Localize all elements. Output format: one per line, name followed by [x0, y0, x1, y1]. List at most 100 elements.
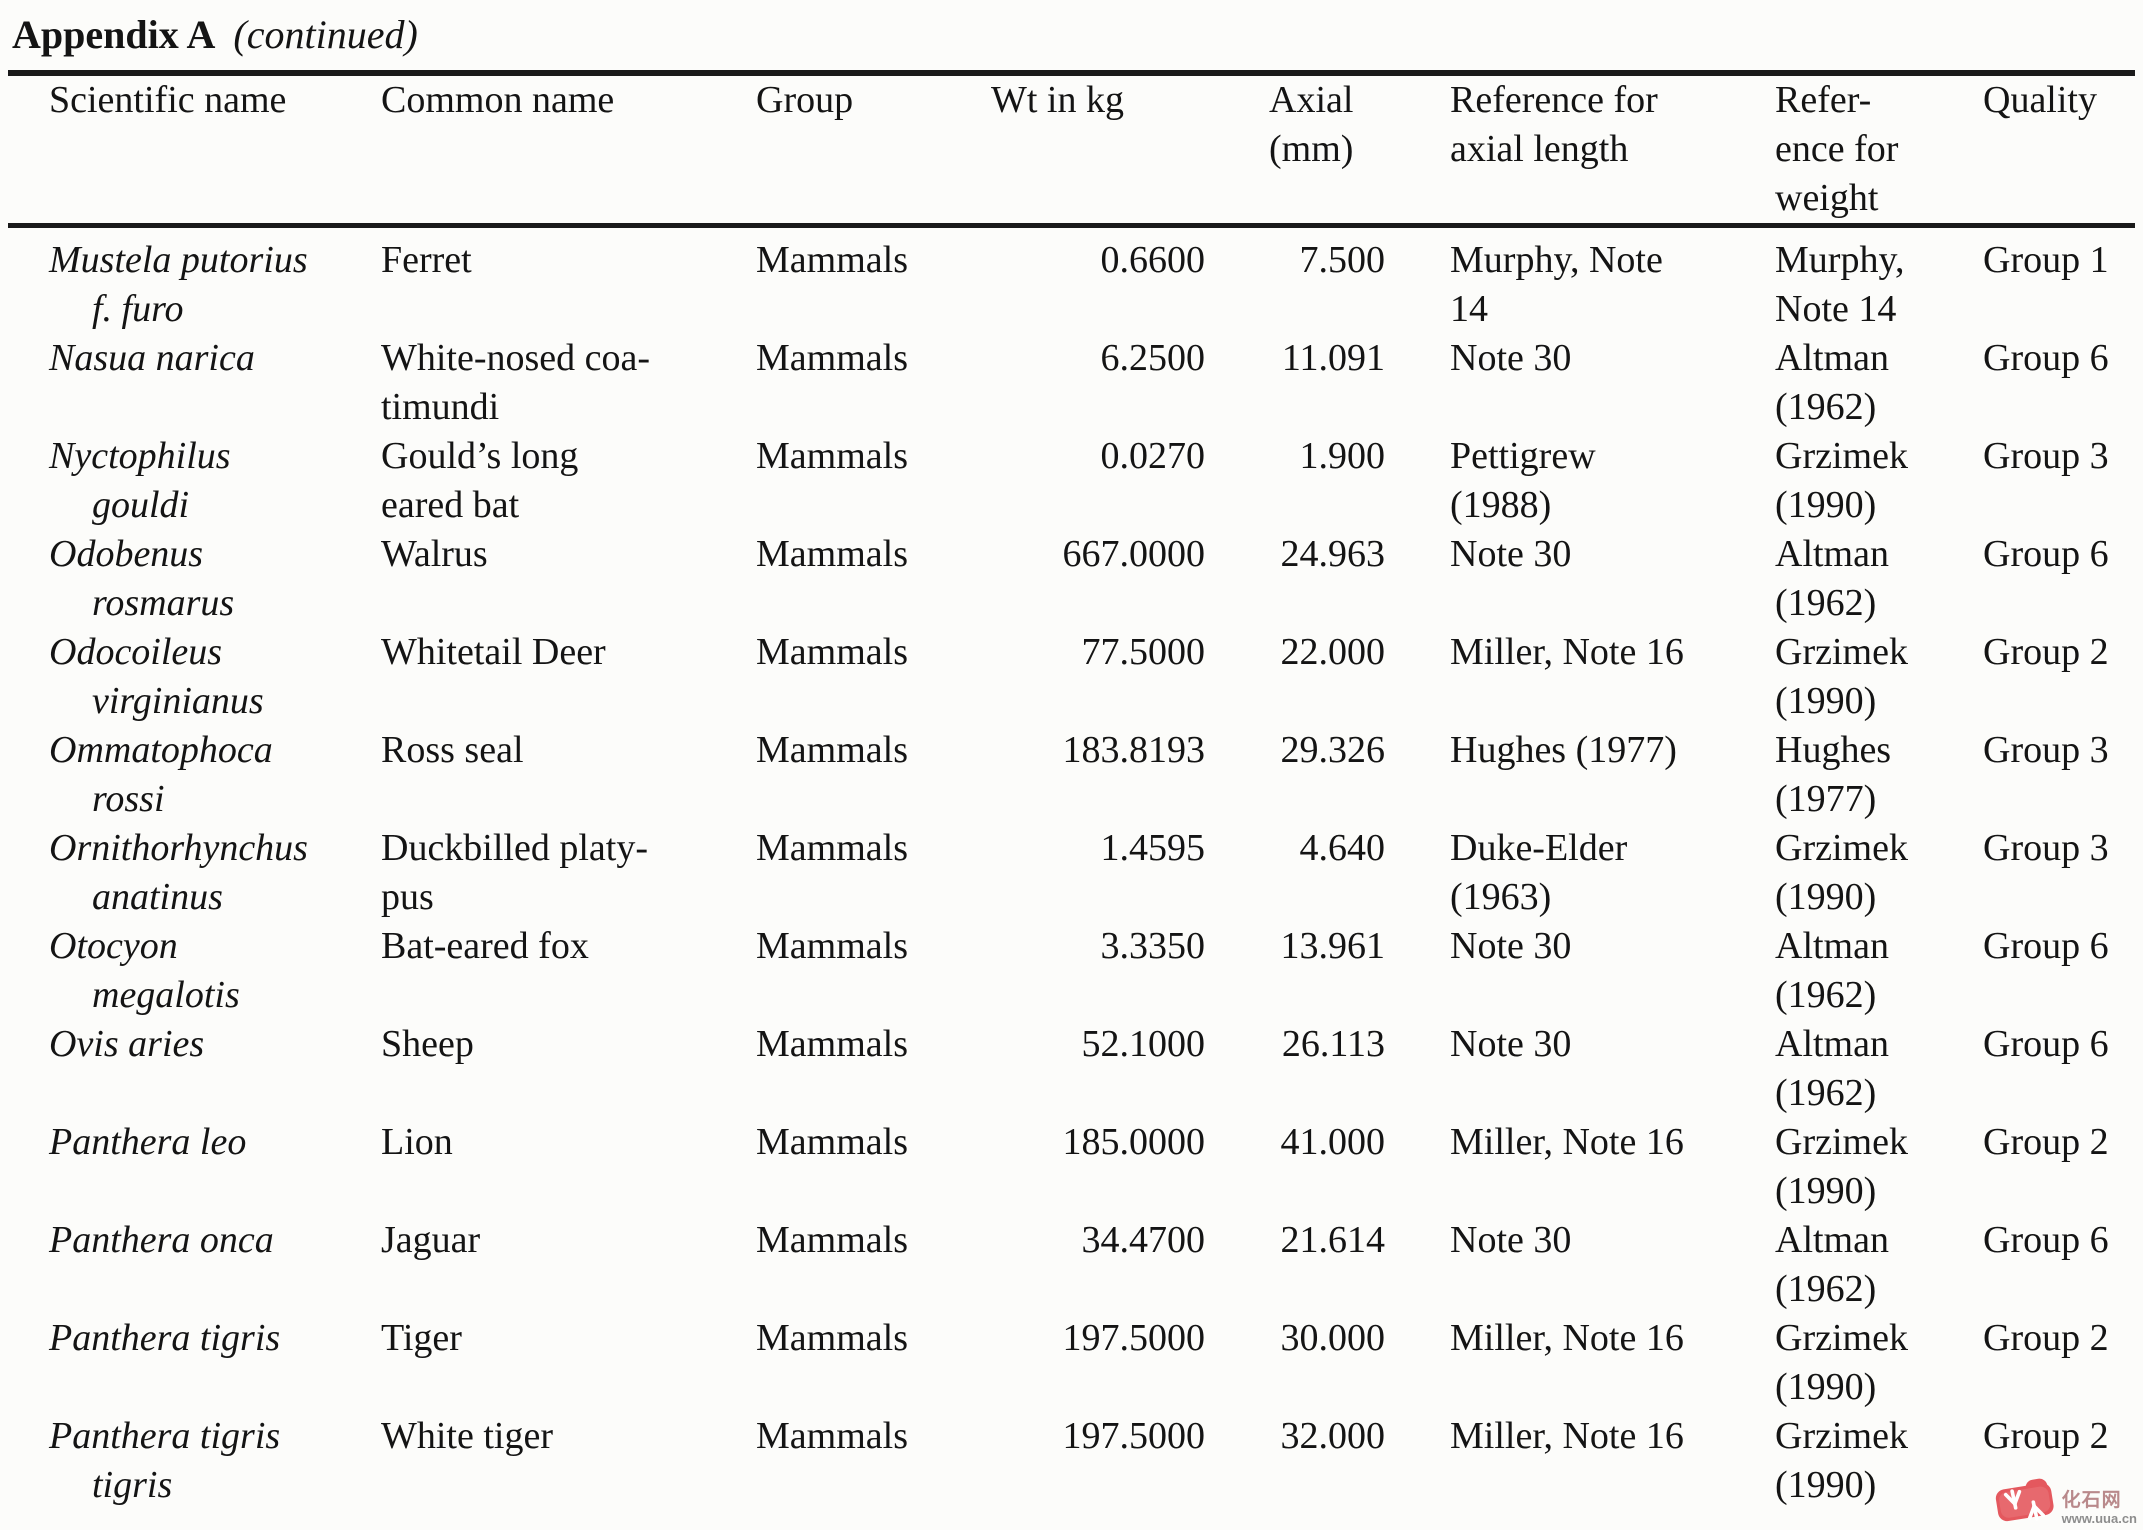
cell-group: Mammals: [756, 729, 908, 771]
cell-quality: Group 3: [1983, 827, 2109, 869]
cell-wt: 197.5000: [1062, 1415, 1206, 1457]
cell-wt: 667.0000: [1062, 533, 1206, 575]
table-row: Nyctophilus gouldi Gould’s long eared bat…: [8, 432, 2135, 530]
cell-axial: 24.963: [1280, 533, 1386, 575]
table-row: Ovis aries Sheep Mammals 52.1000 26.113 Note …: [8, 1020, 2135, 1118]
cell-wt: 185.0000: [1062, 1121, 1206, 1163]
cell-quality: Group 6: [1983, 337, 2109, 379]
cell-ref-weight: Grzimek (1990): [1775, 1121, 1908, 1212]
cell-wt: 77.5000: [1081, 631, 1206, 673]
cell-quality: Group 2: [1983, 631, 2109, 673]
watermark-site-url: www.uua.cn: [2061, 1511, 2137, 1526]
cell-group: Mammals: [756, 1317, 908, 1359]
cell-scientific: Nyctophilus gouldi: [49, 435, 231, 526]
cell-axial: 13.961: [1280, 925, 1386, 967]
table-row: Panthera tigris tigris White tiger Mammals…: [8, 1412, 2135, 1510]
cell-common: Lion: [381, 1121, 453, 1163]
cell-ref-axial: Hughes (1977): [1450, 729, 1677, 771]
cell-group: Mammals: [756, 1121, 908, 1163]
cell-scientific: Panthera onca: [49, 1219, 274, 1261]
table-header: Scientific name Common name Group Wt in …: [8, 73, 2135, 228]
cell-common: Gould’s long eared bat: [381, 435, 579, 526]
cell-axial: 30.000: [1280, 1317, 1386, 1359]
cell-group: Mammals: [756, 925, 908, 967]
appendix-title: Appendix A (continued): [0, 0, 2143, 70]
cell-scientific: Panthera tigris: [49, 1317, 281, 1359]
cell-quality: Group 2: [1983, 1317, 2109, 1359]
cell-ref-axial: Miller, Note 16: [1450, 1121, 1684, 1163]
cell-axial: 29.326: [1280, 729, 1386, 771]
cell-group: Mammals: [756, 337, 908, 379]
cell-common: Jaguar: [381, 1219, 481, 1261]
cell-scientific: Panthera tigris tigris: [49, 1415, 281, 1506]
cell-common: Tiger: [381, 1317, 462, 1359]
cell-wt: 183.8193: [1062, 729, 1206, 771]
table-row: Otocyon megalotis Bat-eared fox Mammals 3.3…: [8, 922, 2135, 1020]
appendix-title-continued: (continued): [233, 12, 418, 57]
cell-ref-axial: Miller, Note 16: [1450, 1317, 1684, 1359]
table-row: Nasua narica White-nosed coa- timundi Mamm…: [8, 334, 2135, 432]
cell-ref-weight: Altman (1962): [1775, 1219, 1889, 1310]
cell-common: Sheep: [381, 1023, 474, 1065]
cell-group: Mammals: [756, 1415, 908, 1457]
cell-group: Mammals: [756, 1219, 908, 1261]
cell-quality: Group 6: [1983, 925, 2109, 967]
cell-ref-axial: Note 30: [1450, 1023, 1572, 1065]
cell-ref-axial: Note 30: [1450, 337, 1572, 379]
cell-ref-axial: Note 30: [1450, 925, 1572, 967]
col-header-common-name: Common name: [381, 73, 756, 228]
watermark-text: 化石网 www.uua.cn: [2061, 1490, 2137, 1527]
cell-common: Walrus: [381, 533, 488, 575]
cell-ref-axial: Duke-Elder (1963): [1450, 827, 1628, 918]
cell-wt: 0.0270: [1100, 435, 1206, 477]
cell-quality: Group 2: [1983, 1415, 2109, 1457]
cell-wt: 3.3350: [1100, 925, 1206, 967]
cell-ref-axial: Miller, Note 16: [1450, 1415, 1684, 1457]
col-header-reference-axial-length: Reference for axial length: [1385, 73, 1775, 228]
cell-ref-axial: Murphy, Note 14: [1450, 239, 1663, 330]
table-row: Panthera leo Lion Mammals 185.0000 41.000 Mil…: [8, 1118, 2135, 1216]
cell-ref-weight: Hughes (1977): [1775, 729, 1892, 820]
cell-common: Ross seal: [381, 729, 524, 771]
cell-axial: 21.614: [1280, 1219, 1386, 1261]
cell-ref-axial: Pettigrew (1988): [1450, 435, 1596, 526]
cell-ref-weight: Altman (1962): [1775, 1023, 1889, 1114]
watermark-site-name: 化石网: [2061, 1490, 2122, 1511]
cell-ref-weight: Altman (1962): [1775, 337, 1889, 428]
cell-common: Bat-eared fox: [381, 925, 589, 967]
cell-wt: 52.1000: [1081, 1023, 1206, 1065]
cell-quality: Group 1: [1983, 239, 2109, 281]
cell-ref-weight: Murphy, Note 14: [1775, 239, 1905, 330]
cell-group: Mammals: [756, 533, 908, 575]
cell-axial: 7.500: [1299, 239, 1386, 281]
col-header-wt-in-kg: Wt in kg: [991, 73, 1205, 228]
cell-ref-weight: Altman (1962): [1775, 533, 1889, 624]
cell-group: Mammals: [756, 435, 908, 477]
cell-ref-axial: Note 30: [1450, 533, 1572, 575]
col-header-reference-weight: Refer- ence for weight: [1775, 73, 1983, 228]
fossil-site-logo-icon: [1995, 1478, 2054, 1522]
cell-wt: 197.5000: [1062, 1317, 1206, 1359]
watermark: 化石网 www.uua.cn: [1992, 1478, 2137, 1526]
cell-ref-weight: Grzimek (1990): [1775, 827, 1908, 918]
cell-scientific: Ornithorhynchus anatinus: [49, 827, 308, 918]
cell-ref-weight: Grzimek (1990): [1775, 631, 1908, 722]
cell-group: Mammals: [756, 1023, 908, 1065]
col-header-axial-mm: Axial (mm): [1205, 73, 1385, 228]
cell-wt: 34.4700: [1081, 1219, 1206, 1261]
cell-scientific: Ommatophoca rossi: [49, 729, 273, 820]
cell-wt: 0.6600: [1100, 239, 1206, 281]
table-row: Panthera tigris Tiger Mammals 197.5000 30.00…: [8, 1314, 2135, 1412]
cell-ref-axial: Miller, Note 16: [1450, 631, 1684, 673]
table-row: Odobenus rosmarus Walrus Mammals 667.0000 24…: [8, 530, 2135, 628]
cell-group: Mammals: [756, 827, 908, 869]
cell-group: Mammals: [756, 239, 908, 281]
cell-scientific: Panthera leo: [49, 1121, 247, 1163]
table-row: Odocoileus virginianus Whitetail Deer Mamm…: [8, 628, 2135, 726]
table-row: Panthera onca Jaguar Mammals 34.4700 21.614 N…: [8, 1216, 2135, 1314]
cell-ref-weight: Grzimek (1990): [1775, 435, 1908, 526]
table-body: Mustela putorius f. furo Ferret Mammals 0.6…: [8, 226, 2135, 1511]
cell-axial: 26.113: [1281, 1023, 1385, 1065]
cell-wt: 1.4595: [1100, 827, 1206, 869]
